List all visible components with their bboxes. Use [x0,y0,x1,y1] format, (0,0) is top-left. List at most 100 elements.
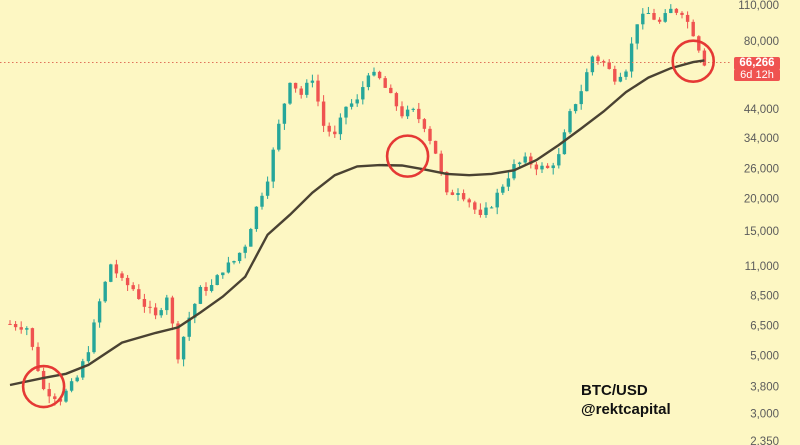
candle-body [109,264,113,282]
candle-body [86,352,91,362]
candle-body [461,193,466,200]
candle-body [92,322,96,353]
candle-body [13,324,18,328]
candle-body [75,377,79,382]
candle-body [277,123,281,150]
candle-body [181,336,186,360]
candle-body [590,56,595,73]
candle-body [551,165,555,169]
candle-body [702,50,707,66]
candle-body [226,262,231,273]
price-tick-label: 6,500 [750,321,779,333]
candle-body [607,62,611,69]
candle-body [305,82,309,95]
candle-body [316,80,320,102]
candle-body [176,323,180,360]
candle-body [310,80,315,83]
candle-body [372,71,376,76]
candle-body [355,99,359,104]
candle-body [417,108,421,120]
candle-body [361,87,365,100]
candle-body [456,193,460,195]
candle-body [165,297,169,311]
candle-body [394,93,399,107]
candle-body [523,156,527,163]
candle-body [81,361,85,378]
candle-body [646,13,651,15]
candle-body [209,285,214,291]
highlight-circle [385,134,430,178]
candle-body [557,154,561,166]
candle-body [400,106,404,117]
price-tick-label: 2,350 [750,436,779,445]
candle-body [19,327,23,330]
candle-body [69,381,74,391]
candle-body [545,165,550,169]
price-tick-label: 26,000 [744,164,779,176]
candle-body [501,186,505,193]
price-tick-label: 3,000 [750,408,779,420]
price-tick-label: 110,000 [738,0,779,12]
candle-body [478,209,483,215]
candle-body [652,13,656,20]
candle-body [624,71,628,77]
candle-body [30,328,35,347]
highlight-circle [671,39,716,84]
author-handle: @rektcapital [581,401,671,418]
price-tick-label: 8,500 [750,290,779,302]
candle-body [204,286,208,291]
candle-body [377,71,382,79]
candle-body [221,272,225,276]
candle-body [327,125,331,132]
current-price-label: 66,266 [734,57,780,70]
candle-body [265,181,270,196]
candle-body [97,301,102,323]
candle-body [232,261,236,263]
candle-body [64,390,68,402]
candle-body [271,149,275,182]
candle-body [237,252,242,262]
candle-body [366,75,371,88]
candle-body [125,277,130,286]
candle-body [506,178,511,187]
candle-body [344,106,348,118]
candle-body [540,165,544,170]
price-axis: 110,000 80,000 44,000 34,000 26,000 20,000 15,… [738,0,779,445]
candle-body [383,78,387,88]
candle-body [282,103,287,124]
candle-body [260,195,264,207]
candle-body [618,76,623,82]
candle-body [663,13,667,22]
price-tick-label: 34,000 [744,133,779,145]
candle-body [159,310,163,316]
candle-body [669,8,673,14]
candle-body [596,56,600,62]
candle-body [198,286,203,304]
candle-body [114,264,119,274]
candle-body [433,140,438,154]
candle-body [529,156,533,165]
candle-body [243,246,247,253]
candle-body [635,24,639,44]
candle-body [573,104,578,112]
candle-body [131,285,135,290]
candle-body [148,306,152,308]
candle-body [142,298,147,307]
candle-body [613,68,617,82]
candle-body [657,19,662,22]
candle-body [36,346,40,371]
highlight-circle [21,364,66,409]
price-tick-label: 44,000 [744,104,779,116]
candle-body [405,109,410,117]
candle-body [170,297,175,324]
candle-body [153,307,158,316]
candle-body [534,164,539,170]
candle-body [299,88,303,95]
price-tick-label: 20,000 [744,193,779,205]
price-tick-label: 11,000 [745,261,779,273]
price-tick-label: 80,000 [744,36,779,48]
candle-body [215,275,219,286]
candle-body [450,192,455,195]
